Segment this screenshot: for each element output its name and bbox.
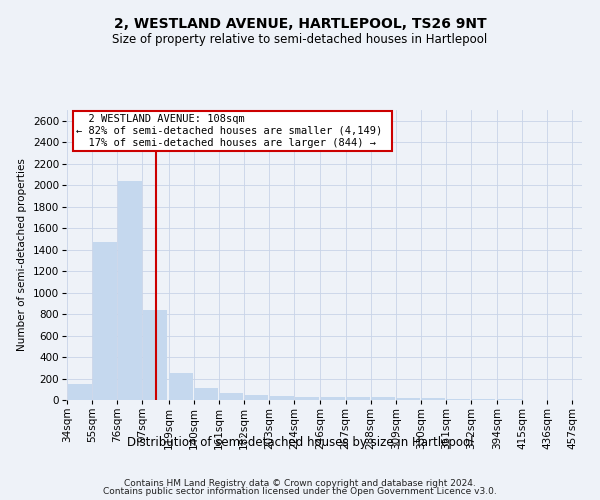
Bar bbox=[269, 396, 293, 400]
Bar bbox=[169, 372, 193, 400]
Bar bbox=[194, 388, 218, 400]
Bar bbox=[371, 398, 395, 400]
Bar bbox=[446, 398, 470, 400]
Bar bbox=[321, 396, 345, 400]
Text: Contains HM Land Registry data © Crown copyright and database right 2024.: Contains HM Land Registry data © Crown c… bbox=[124, 478, 476, 488]
Bar bbox=[220, 393, 244, 400]
Text: 2 WESTLAND AVENUE: 108sqm  
← 82% of semi-detached houses are smaller (4,149)
  : 2 WESTLAND AVENUE: 108sqm ← 82% of semi-… bbox=[76, 114, 389, 148]
Bar bbox=[346, 397, 370, 400]
Bar bbox=[68, 384, 92, 400]
Bar bbox=[472, 399, 496, 400]
Bar bbox=[421, 398, 445, 400]
Bar bbox=[143, 310, 167, 400]
Text: Size of property relative to semi-detached houses in Hartlepool: Size of property relative to semi-detach… bbox=[112, 32, 488, 46]
Y-axis label: Number of semi-detached properties: Number of semi-detached properties bbox=[17, 158, 27, 352]
Text: 2, WESTLAND AVENUE, HARTLEPOOL, TS26 9NT: 2, WESTLAND AVENUE, HARTLEPOOL, TS26 9NT bbox=[113, 18, 487, 32]
Bar bbox=[93, 242, 117, 400]
Bar bbox=[118, 181, 142, 400]
Text: Distribution of semi-detached houses by size in Hartlepool: Distribution of semi-detached houses by … bbox=[127, 436, 473, 449]
Bar bbox=[245, 395, 268, 400]
Bar bbox=[295, 396, 319, 400]
Text: Contains public sector information licensed under the Open Government Licence v3: Contains public sector information licen… bbox=[103, 487, 497, 496]
Bar bbox=[396, 398, 420, 400]
